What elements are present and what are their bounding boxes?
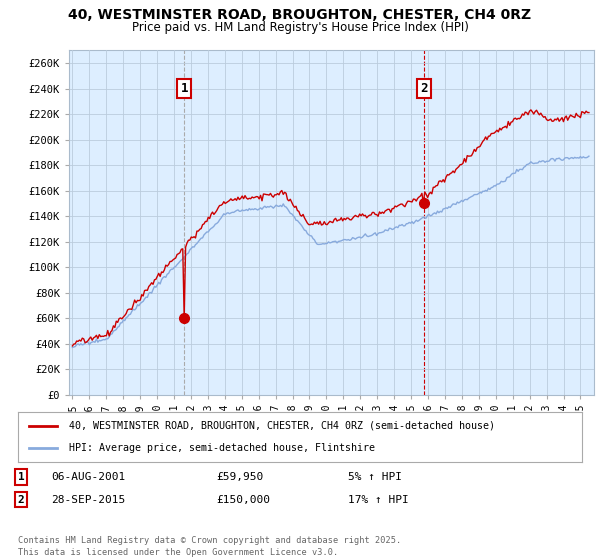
Text: 1: 1 [17,472,25,482]
Text: Price paid vs. HM Land Registry's House Price Index (HPI): Price paid vs. HM Land Registry's House … [131,21,469,34]
Text: 5% ↑ HPI: 5% ↑ HPI [348,472,402,482]
Text: HPI: Average price, semi-detached house, Flintshire: HPI: Average price, semi-detached house,… [69,443,375,453]
Text: 40, WESTMINSTER ROAD, BROUGHTON, CHESTER, CH4 0RZ: 40, WESTMINSTER ROAD, BROUGHTON, CHESTER… [68,8,532,22]
Text: 28-SEP-2015: 28-SEP-2015 [51,494,125,505]
Text: 2: 2 [420,82,428,95]
Text: 40, WESTMINSTER ROAD, BROUGHTON, CHESTER, CH4 0RZ (semi-detached house): 40, WESTMINSTER ROAD, BROUGHTON, CHESTER… [69,421,495,431]
Text: 17% ↑ HPI: 17% ↑ HPI [348,494,409,505]
Text: 2: 2 [17,494,25,505]
Text: 06-AUG-2001: 06-AUG-2001 [51,472,125,482]
Text: Contains HM Land Registry data © Crown copyright and database right 2025.
This d: Contains HM Land Registry data © Crown c… [18,536,401,557]
Text: £150,000: £150,000 [216,494,270,505]
Text: £59,950: £59,950 [216,472,263,482]
Text: 1: 1 [181,82,188,95]
